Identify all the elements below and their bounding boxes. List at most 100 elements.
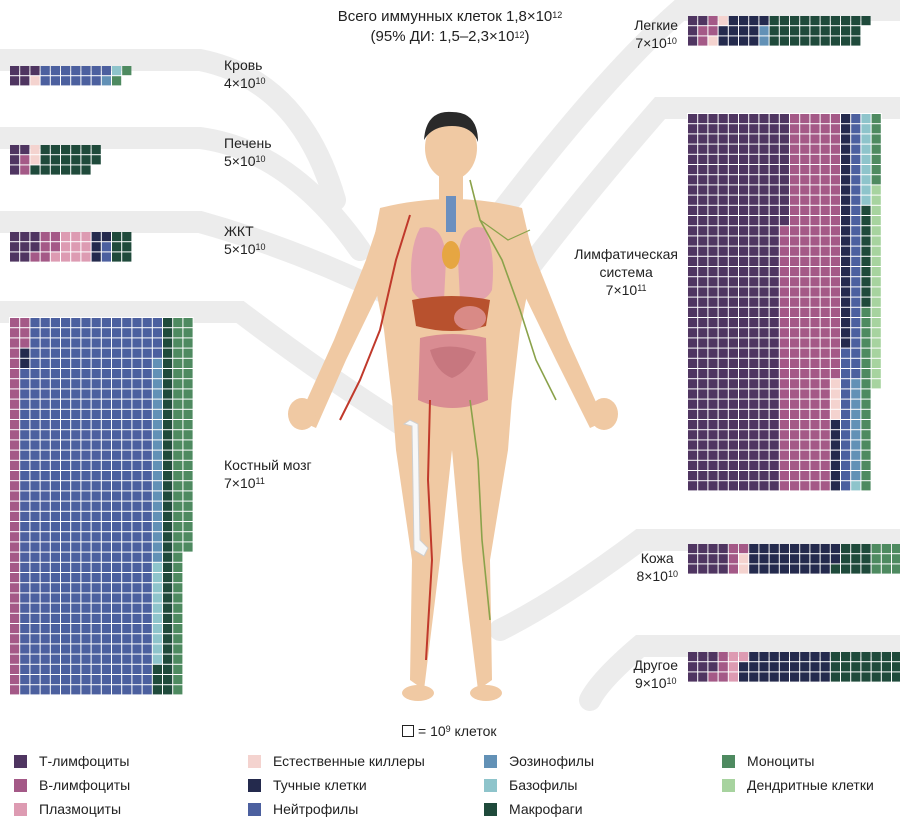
cell-neutro [101, 532, 111, 542]
cell-b_cells [810, 185, 820, 195]
cell-mono [861, 307, 871, 317]
cell-neutro [101, 460, 111, 470]
cell-b_cells [830, 338, 840, 348]
cell-t_cells [718, 369, 728, 379]
cell-b_cells [779, 358, 789, 368]
cell-mast [779, 652, 789, 662]
cell-t_cells [688, 195, 698, 205]
cell-mast [841, 226, 851, 236]
cell-neutro [112, 379, 122, 389]
cell-b_cells [779, 267, 789, 277]
cell-t_cells [10, 242, 20, 252]
cell-neutro [30, 430, 40, 440]
cell-macro [163, 440, 173, 450]
cell-mast [841, 267, 851, 277]
cell-neutro [142, 562, 152, 572]
cell-mono [183, 460, 193, 470]
cell-neutro [50, 634, 60, 644]
cell-mono [861, 430, 871, 440]
cell-macro [830, 672, 840, 682]
cell-mono [173, 685, 183, 695]
title-line2-text: (95% ДИ: 1,5–2,3×10 [370, 28, 515, 45]
cell-t_cells [728, 481, 738, 491]
cell-b_cells [779, 256, 789, 266]
cell-t_cells [769, 399, 779, 409]
cell-t_cells [749, 114, 759, 124]
cell-t_cells [749, 379, 759, 389]
cell-t_cells [769, 328, 779, 338]
cell-macro [820, 16, 830, 26]
cell-mono [871, 564, 881, 574]
cell-neutro [50, 318, 60, 328]
cell-neutro [30, 318, 40, 328]
cell-t_cells [708, 134, 718, 144]
cell-mono [861, 420, 871, 430]
cell-plasma [739, 652, 749, 662]
cell-mast [800, 564, 810, 574]
cell-b_cells [810, 481, 820, 491]
cell-macro [892, 672, 900, 682]
cell-macro [163, 450, 173, 460]
cell-neutro [40, 440, 50, 450]
cell-b_cells [790, 389, 800, 399]
cell-dendritic [871, 297, 881, 307]
cell-b_cells [779, 481, 789, 491]
cell-t_cells [698, 460, 708, 470]
cell-b_cells [830, 205, 840, 215]
connector-band-lymph [509, 97, 900, 291]
cell-neutro [112, 552, 122, 562]
cell-t_cells [769, 297, 779, 307]
organ-count-exp: 11 [637, 283, 647, 293]
cell-neutro [40, 389, 50, 399]
cell-t_cells [749, 185, 759, 195]
cell-t_cells [739, 205, 749, 215]
cell-neutro [142, 583, 152, 593]
cell-eosino [152, 409, 162, 419]
cell-eosino [152, 430, 162, 440]
cell-t_cells [759, 430, 769, 440]
cell-mast [749, 564, 759, 574]
cell-neutro [71, 420, 81, 430]
cell-t_cells [739, 267, 749, 277]
cell-b_cells [790, 277, 800, 287]
legend-item-t_cells: Т-лимфоциты [14, 752, 129, 770]
cell-t_cells [688, 662, 698, 672]
cell-t_cells [718, 297, 728, 307]
cell-neutro [30, 348, 40, 358]
cell-t_cells [728, 409, 738, 419]
cell-neutro [61, 613, 71, 623]
cell-mast [841, 144, 851, 154]
cell-b_cells [10, 348, 20, 358]
cell-t_cells [698, 389, 708, 399]
cell-macro [851, 652, 861, 662]
cell-t_cells [739, 185, 749, 195]
organ-label-gi: ЖКТ 5×1010 [224, 222, 304, 258]
cell-macro [163, 624, 173, 634]
cell-t_cells [708, 358, 718, 368]
cell-t_cells [759, 481, 769, 491]
cell-neutro [30, 460, 40, 470]
cell-t_cells [718, 195, 728, 205]
cell-eosino [101, 76, 111, 86]
cell-macro [91, 155, 101, 165]
cell-b_cells [10, 654, 20, 664]
cell-b_cells [820, 409, 830, 419]
cell-t_cells [718, 338, 728, 348]
cell-t_cells [688, 236, 698, 246]
cell-t_cells [749, 256, 759, 266]
cell-mono [173, 501, 183, 511]
cell-neutro [91, 552, 101, 562]
cell-t_cells [739, 399, 749, 409]
cell-baso [861, 124, 871, 134]
cell-t_cells [739, 440, 749, 450]
cell-macro [163, 583, 173, 593]
cell-mast [830, 554, 840, 564]
cell-t_cells [769, 165, 779, 175]
cell-neutro [71, 369, 81, 379]
cell-t_cells [718, 216, 728, 226]
cell-t_cells [698, 409, 708, 419]
cell-t_cells [698, 564, 708, 574]
cell-t_cells [759, 389, 769, 399]
cell-t_cells [698, 124, 708, 134]
cell-mast [841, 205, 851, 215]
